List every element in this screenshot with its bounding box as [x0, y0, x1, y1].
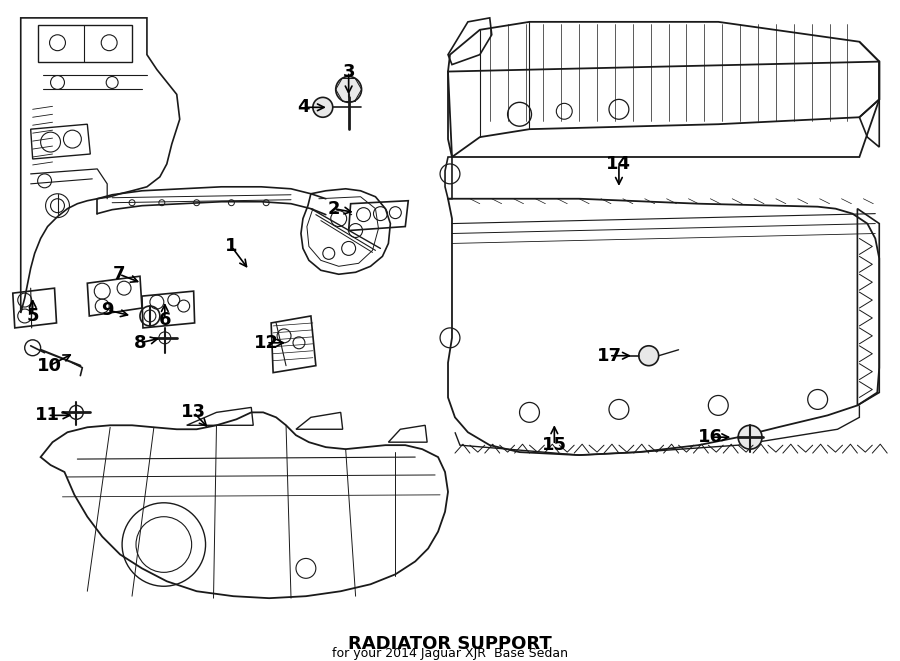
- Text: 4: 4: [298, 98, 310, 116]
- Text: 5: 5: [26, 307, 39, 325]
- Text: 8: 8: [134, 334, 147, 352]
- Text: 13: 13: [181, 403, 206, 421]
- Text: for your 2014 Jaguar XJR  Base Sedan: for your 2014 Jaguar XJR Base Sedan: [332, 647, 568, 660]
- Text: 6: 6: [158, 311, 171, 329]
- Text: 1: 1: [225, 237, 238, 255]
- Text: 11: 11: [35, 407, 60, 424]
- Circle shape: [738, 425, 762, 449]
- Circle shape: [336, 77, 362, 102]
- Text: 15: 15: [542, 436, 567, 454]
- Text: 14: 14: [607, 155, 632, 173]
- Text: 10: 10: [37, 357, 62, 375]
- Circle shape: [313, 97, 333, 117]
- Text: 2: 2: [328, 200, 340, 217]
- Text: RADIATOR SUPPORT: RADIATOR SUPPORT: [348, 635, 552, 653]
- Text: 12: 12: [254, 334, 279, 352]
- Text: 17: 17: [597, 347, 622, 365]
- Text: 3: 3: [342, 63, 355, 81]
- Text: 16: 16: [698, 428, 723, 446]
- Text: 9: 9: [101, 301, 113, 319]
- Circle shape: [639, 346, 659, 366]
- Text: 7: 7: [112, 265, 125, 284]
